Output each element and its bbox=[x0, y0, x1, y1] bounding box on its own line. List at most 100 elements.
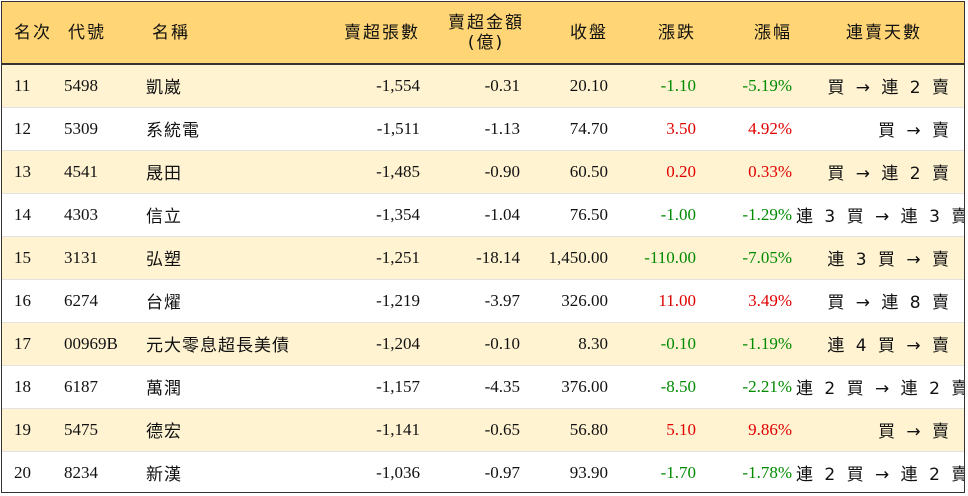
change-pct-cell: -1.78% bbox=[742, 462, 792, 482]
rank-cell: 15 bbox=[2, 236, 62, 280]
change-cell: -110.00 bbox=[616, 236, 706, 280]
streak-cell: 連 4 買 → 賣 bbox=[796, 322, 964, 366]
net-sell-amount-cell: -0.97 bbox=[484, 462, 520, 482]
rank-cell: 20 bbox=[14, 462, 31, 482]
rank-cell: 19 bbox=[2, 408, 62, 452]
streak-cell: 連 2 買 → 連 2 賣 bbox=[796, 465, 965, 486]
net-sell-amount-cell: -1.13 bbox=[426, 107, 526, 151]
change-cell: 0.20 bbox=[616, 150, 706, 194]
net-sell-sheets-cell: -1,219 bbox=[311, 279, 426, 323]
change-pct-cell: -7.05% bbox=[706, 236, 796, 280]
table-row: 16 6274 台燿 -1,219 -3.97 326.00 11.00 3.49% 買 → 連… bbox=[2, 279, 964, 323]
header-net-sell-amount: 賣超金額 (億) bbox=[426, 2, 526, 65]
rank-cell: 13 bbox=[2, 150, 62, 194]
net-sell-amount-cell: -0.10 bbox=[426, 322, 526, 366]
change-cell: -0.10 bbox=[616, 322, 706, 366]
name-cell: 元大零息超長美債 bbox=[146, 322, 311, 366]
streak-cell: 買 → 賣 bbox=[796, 408, 964, 452]
table-row: 12 5309 系統電 -1,511 -1.13 74.70 3.50 4.92% 買 → 賣 bbox=[2, 107, 964, 151]
code-cell: 4303 bbox=[62, 193, 146, 237]
rank-cell: 11 bbox=[2, 64, 62, 108]
name-cell: 台燿 bbox=[146, 279, 311, 323]
net-sell-sheets-cell: -1,511 bbox=[311, 107, 426, 151]
change-cell: -1.70 bbox=[660, 462, 696, 482]
net-sell-amount-cell: -1.04 bbox=[426, 193, 526, 237]
net-sell-amount-cell: -18.14 bbox=[426, 236, 526, 280]
streak-cell: 買 → 連 8 賣 bbox=[796, 279, 964, 323]
rank-cell: 12 bbox=[2, 107, 62, 151]
table-row: 17 00969B 元大零息超長美債 -1,204 -0.10 8.30 -0.10 -1.1… bbox=[2, 322, 964, 366]
name-cell: 德宏 bbox=[146, 408, 311, 452]
change-pct-cell: -5.19% bbox=[706, 64, 796, 108]
code-cell: 4541 bbox=[62, 150, 146, 194]
name-cell: 新漢 bbox=[146, 465, 182, 486]
net-sell-amount-cell: -3.97 bbox=[426, 279, 526, 323]
net-sell-sheets-cell: -1,485 bbox=[311, 150, 426, 194]
name-cell: 信立 bbox=[146, 193, 311, 237]
header-change-pct: 漲幅 bbox=[706, 2, 796, 65]
close-price-cell: 326.00 bbox=[526, 279, 616, 323]
close-price-cell: 20.10 bbox=[526, 64, 616, 108]
name-cell: 凱崴 bbox=[146, 64, 311, 108]
change-pct-cell: -1.29% bbox=[706, 193, 796, 237]
table-row: 14 4303 信立 -1,354 -1.04 76.50 -1.00 -1.29% 連 3 買… bbox=[2, 193, 964, 237]
streak-cell: 買 → 賣 bbox=[796, 107, 964, 151]
change-cell: -8.50 bbox=[616, 365, 706, 409]
code-cell: 6187 bbox=[62, 365, 146, 409]
close-price-cell: 56.80 bbox=[526, 408, 616, 452]
name-cell: 萬潤 bbox=[146, 365, 311, 409]
header-close: 收盤 bbox=[526, 2, 616, 65]
close-price-cell: 1,450.00 bbox=[526, 236, 616, 280]
net-sell-sheets-cell: -1,036 bbox=[376, 462, 420, 482]
name-cell: 晟田 bbox=[146, 150, 311, 194]
change-pct-cell: -1.19% bbox=[706, 322, 796, 366]
change-cell: 5.10 bbox=[616, 408, 706, 452]
net-sell-sheets-cell: -1,141 bbox=[311, 408, 426, 452]
table-row: 19 5475 德宏 -1,141 -0.65 56.80 5.10 9.86% 買 → 賣 bbox=[2, 408, 964, 452]
net-sell-amount-cell: -0.65 bbox=[426, 408, 526, 452]
code-cell: 8234 bbox=[64, 462, 98, 482]
streak-cell: 買 → 連 2 賣 bbox=[796, 150, 964, 194]
net-sell-sheets-cell: -1,204 bbox=[311, 322, 426, 366]
name-cell: 弘塑 bbox=[146, 236, 311, 280]
change-cell: 3.50 bbox=[616, 107, 706, 151]
table-row: 20 8234 新漢 -1,036 -0.97 93.90 -1.70 -1.78% 連 2 買… bbox=[2, 451, 965, 492]
net-sell-sheets-cell: -1,157 bbox=[311, 365, 426, 409]
header-code: 代號 bbox=[62, 2, 146, 65]
change-pct-cell: -2.21% bbox=[706, 365, 796, 409]
table-row: 13 4541 晟田 -1,485 -0.90 60.50 0.20 0.33% 買 → 連 2… bbox=[2, 150, 964, 194]
change-cell: 11.00 bbox=[616, 279, 706, 323]
code-cell: 6274 bbox=[62, 279, 146, 323]
code-cell: 5309 bbox=[62, 107, 146, 151]
header-change: 漲跌 bbox=[616, 2, 706, 65]
change-pct-cell: 9.86% bbox=[706, 408, 796, 452]
header-name: 名稱 bbox=[146, 2, 311, 65]
streak-cell: 連 2 買 → 連 2 賣 bbox=[796, 365, 964, 409]
header-net-sell-sheets: 賣超張數 bbox=[311, 2, 426, 65]
net-sell-amount-cell: -4.35 bbox=[426, 365, 526, 409]
table-row: 11 5498 凱崴 -1,554 -0.31 20.10 -1.10 -5.19% 買 → 連… bbox=[2, 64, 964, 108]
code-cell: 00969B bbox=[62, 322, 146, 366]
name-cell: 系統電 bbox=[146, 107, 311, 151]
table-row: 18 6187 萬潤 -1,157 -4.35 376.00 -8.50 -2.21% 連 2 … bbox=[2, 365, 964, 409]
streak-cell: 買 → 連 2 賣 bbox=[796, 64, 964, 108]
change-cell: -1.10 bbox=[616, 64, 706, 108]
close-price-cell: 60.50 bbox=[526, 150, 616, 194]
streak-cell: 連 3 買 → 賣 bbox=[796, 236, 964, 280]
net-sell-sheets-cell: -1,554 bbox=[311, 64, 426, 108]
net-sell-sheets-cell: -1,354 bbox=[311, 193, 426, 237]
close-price-cell: 74.70 bbox=[526, 107, 616, 151]
code-cell: 3131 bbox=[62, 236, 146, 280]
rank-cell: 17 bbox=[2, 322, 62, 366]
header-streak: 連賣天數 bbox=[796, 2, 964, 65]
rank-cell: 18 bbox=[2, 365, 62, 409]
net-sell-amount-cell: -0.31 bbox=[426, 64, 526, 108]
table-row: 15 3131 弘塑 -1,251 -18.14 1,450.00 -110.00 -7.05… bbox=[2, 236, 964, 280]
change-pct-cell: 3.49% bbox=[706, 279, 796, 323]
streak-cell: 連 3 買 → 連 3 賣 bbox=[796, 193, 964, 237]
close-price-cell: 93.90 bbox=[569, 462, 608, 482]
code-cell: 5498 bbox=[62, 64, 146, 108]
change-cell: -1.00 bbox=[616, 193, 706, 237]
net-sell-amount-cell: -0.90 bbox=[426, 150, 526, 194]
